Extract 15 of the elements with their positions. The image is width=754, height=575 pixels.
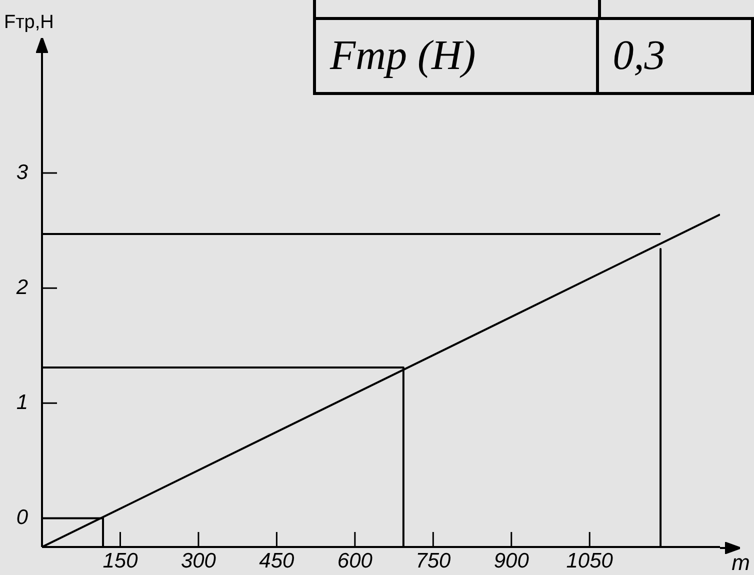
x-axis-title: m [732, 550, 750, 575]
y-tick-label: 2 [15, 276, 28, 299]
x-tick-label: 600 [337, 549, 373, 572]
x-tick-label: 900 [494, 549, 530, 572]
annotation: Fтр (Н) [314, 18, 598, 94]
y-tick-label: 1 [16, 391, 28, 414]
x-tick-label: 150 [102, 549, 138, 572]
annotation: 0,3 [597, 18, 752, 94]
y-tick-label: 3 [16, 160, 28, 184]
y-tick-label: 0 [16, 506, 28, 530]
y-axis-title: Fтр,Н [4, 12, 54, 33]
x-tick-label: 300 [180, 549, 216, 572]
x-tick-label: 450 [259, 549, 295, 572]
x-tick-label: 750 [416, 549, 451, 572]
x-tick-label: 1050 [566, 549, 614, 572]
